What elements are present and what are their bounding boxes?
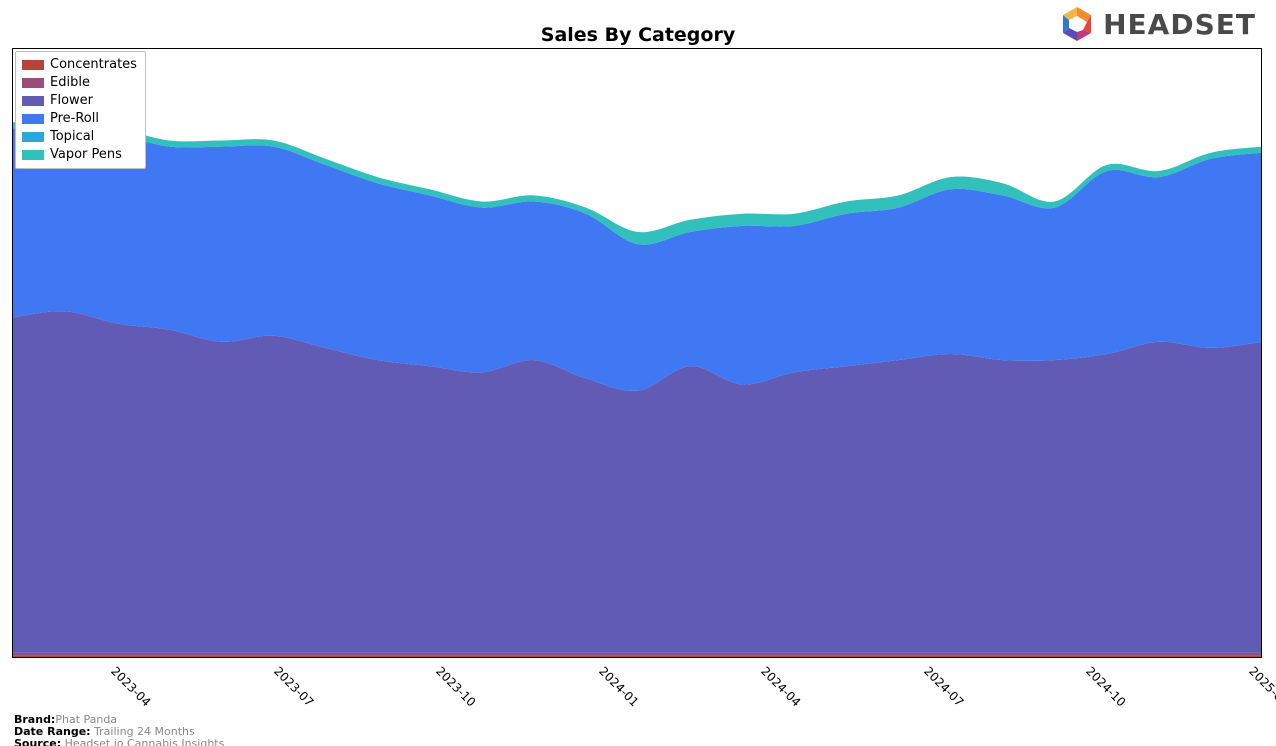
legend-item-edible: Edible [22,74,137,92]
chart-legend: ConcentratesEdibleFlowerPre-RollTopicalV… [15,51,146,169]
area-series-concentrates [13,655,1262,658]
legend-swatch [22,96,44,106]
legend-label: Topical [50,128,94,146]
x-tick-label: 2024-10 [1083,664,1128,709]
legend-swatch [22,132,44,142]
x-tick-label: 2023-04 [108,664,153,709]
chart-container: { "title": "Sales By Category", "title_f… [0,0,1276,746]
legend-item-vapor-pens: Vapor Pens [22,146,137,164]
chart-plot-area: ConcentratesEdibleFlowerPre-RollTopicalV… [12,48,1262,658]
meta-source-value: Headset.io Cannabis Insights [61,737,224,746]
chart-metadata: Brand:Phat Panda Date Range: Trailing 24… [14,714,224,746]
legend-swatch [22,114,44,124]
legend-item-pre-roll: Pre-Roll [22,110,137,128]
x-tick-label: 2024-04 [758,664,803,709]
legend-item-flower: Flower [22,92,137,110]
legend-label: Edible [50,74,90,92]
headset-logo-icon [1057,4,1097,44]
legend-label: Pre-Roll [50,110,99,128]
headset-logo-text: HEADSET [1103,8,1256,41]
legend-label: Vapor Pens [50,146,122,164]
x-tick-label: 2023-07 [271,664,316,709]
x-tick-label: 2024-01 [596,664,641,709]
x-tick-label: 2025-01 [1246,664,1276,709]
meta-source: Source: Headset.io Cannabis Insights [14,738,224,746]
legend-swatch [22,78,44,88]
legend-swatch [22,60,44,70]
legend-label: Flower [50,92,93,110]
meta-source-label: Source: [14,737,61,746]
headset-logo: HEADSET [1057,4,1256,44]
legend-label: Concentrates [50,56,137,74]
x-tick-label: 2024-07 [921,664,966,709]
x-tick-label: 2023-10 [433,664,478,709]
stacked-area-chart [13,49,1262,658]
legend-item-concentrates: Concentrates [22,56,137,74]
legend-swatch [22,150,44,160]
legend-item-topical: Topical [22,128,137,146]
area-series-edible [13,653,1262,655]
